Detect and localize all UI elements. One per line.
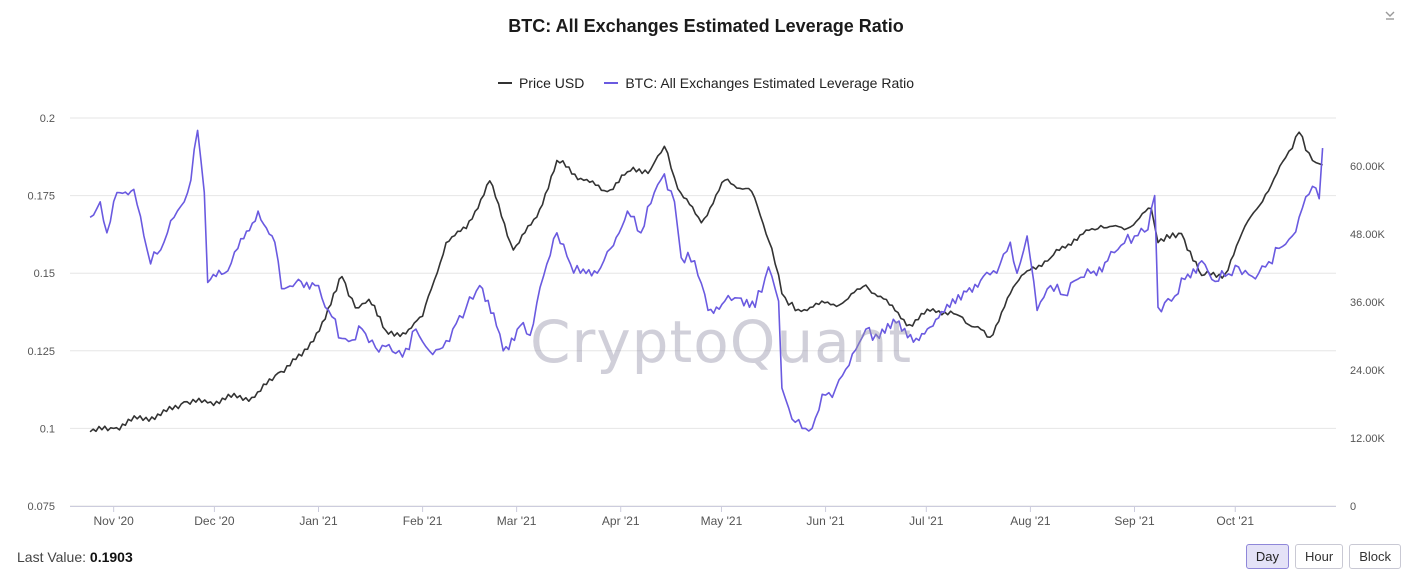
left-axis-tick-label: 0.175 — [27, 191, 55, 203]
chart-legend: Price USD BTC: All Exchanges Estimated L… — [0, 75, 1412, 91]
right-axis-tick-label: 12.00K — [1350, 433, 1386, 445]
chart-title: BTC: All Exchanges Estimated Leverage Ra… — [508, 16, 904, 36]
right-axis-tick-label: 48.00K — [1350, 229, 1386, 241]
legend-label-leverage: BTC: All Exchanges Estimated Leverage Ra… — [625, 75, 915, 91]
x-axis-tick-label: Mar '21 — [497, 514, 537, 528]
range-button-group: Day Hour Block — [1245, 544, 1401, 569]
right-axis-tick-label: 24.00K — [1350, 365, 1386, 377]
legend-item-price[interactable]: Price USD — [497, 75, 585, 91]
day-button[interactable]: Day — [1245, 544, 1290, 569]
hour-button[interactable]: Hour — [1295, 544, 1344, 569]
left-axis-tick-label: 0.2 — [40, 113, 55, 125]
right-axis-tick-label: 0 — [1350, 501, 1356, 513]
right-axis-tick-label: 60.00K — [1350, 161, 1386, 173]
x-axis-tick-label: Sep '21 — [1114, 514, 1155, 528]
x-axis-tick-label: Feb '21 — [403, 514, 443, 528]
chevron-down-icon[interactable] — [1383, 8, 1397, 22]
x-axis-tick-label: Nov '20 — [93, 514, 134, 528]
left-axis-tick-label: 0.075 — [27, 501, 55, 513]
left-axis-tick-label: 0.1 — [40, 423, 55, 435]
x-axis-tick-label: May '21 — [701, 514, 743, 528]
x-axis-tick-label: Jun '21 — [806, 514, 845, 528]
legend-item-leverage[interactable]: BTC: All Exchanges Estimated Leverage Ra… — [604, 75, 914, 91]
left-axis-tick-label: 0.125 — [27, 346, 55, 358]
left-axis: 0.075 0.1 0.125 0.15 0.175 0.2 — [27, 113, 55, 513]
x-axis-tick-label: Jan '21 — [299, 514, 338, 528]
series-layer — [89, 129, 1324, 433]
legend-swatch-leverage — [604, 82, 619, 84]
price-usd-line — [89, 131, 1323, 433]
x-axis-tick-label: Jul '21 — [909, 514, 944, 528]
last-value-number: 0.1903 — [89, 549, 133, 565]
left-axis-tick-label: 0.15 — [34, 268, 55, 280]
legend-swatch-price — [497, 82, 512, 84]
watermark: CryptoQuant — [530, 308, 913, 376]
x-axis-tick-label: Apr '21 — [602, 514, 640, 528]
leverage-ratio-line — [89, 129, 1324, 432]
last-value-label: Last Value: — [17, 549, 87, 565]
x-axis-tick-label: Oct '21 — [1216, 514, 1254, 528]
right-axis-tick-label: 36.00K — [1350, 297, 1386, 309]
right-axis: 0 12.00K 24.00K 36.00K 48.00K 60.00K — [1350, 161, 1386, 513]
last-value-readout: Last Value: 0.1903 — [17, 549, 133, 565]
x-axis: Nov '20 Dec '20 Jan '21 Feb '21 Mar '21 Apr '… — [70, 506, 1336, 528]
x-axis-tick-label: Aug '21 — [1010, 514, 1051, 528]
x-axis-tick-label: Dec '20 — [194, 514, 235, 528]
block-button[interactable]: Block — [1349, 544, 1401, 569]
legend-label-price: Price USD — [518, 75, 585, 91]
